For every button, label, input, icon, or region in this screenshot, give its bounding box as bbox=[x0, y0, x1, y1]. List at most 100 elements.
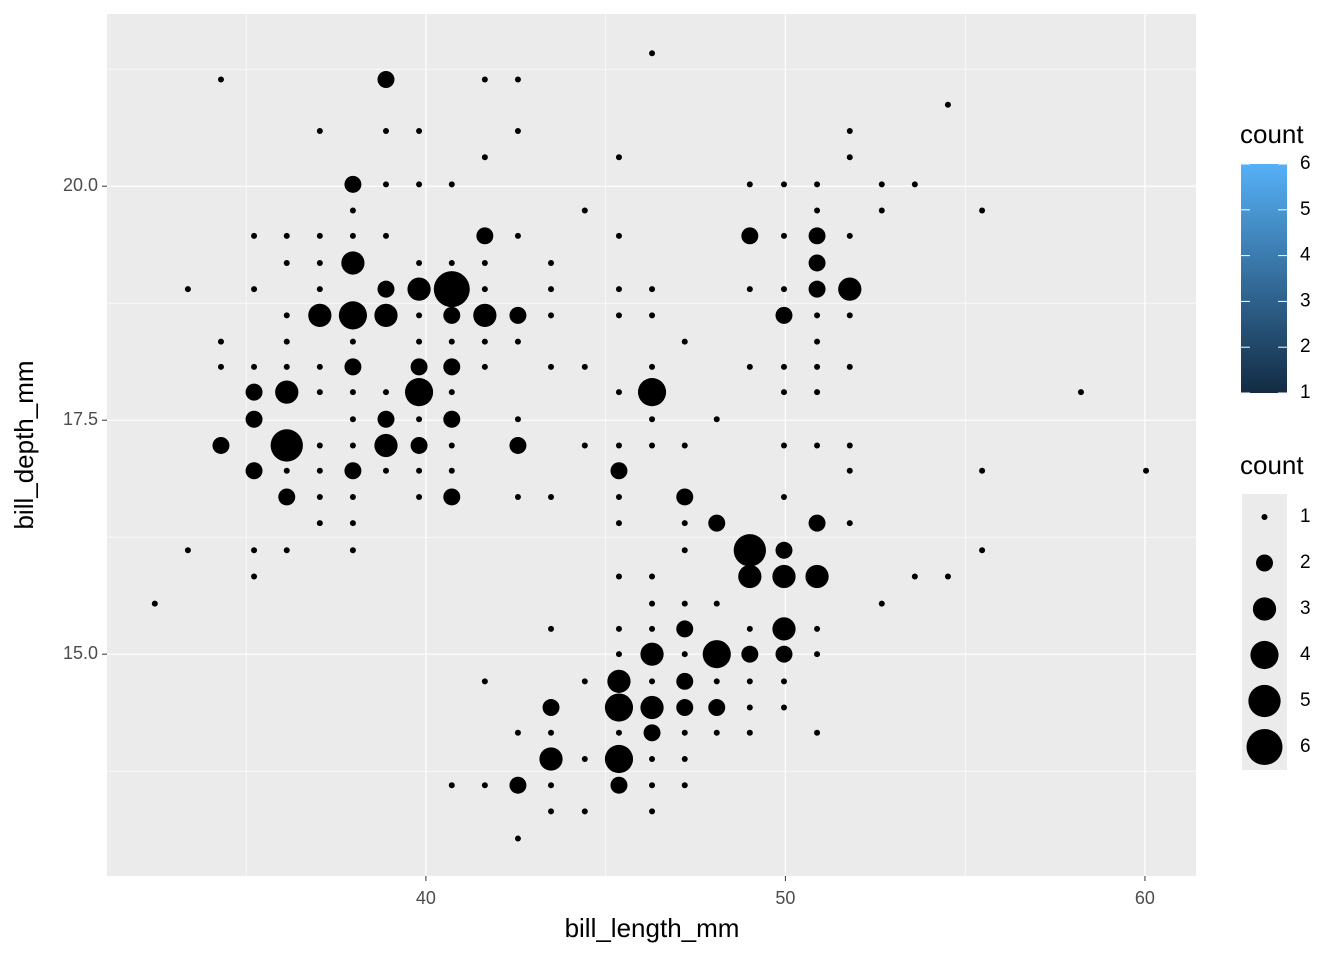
x-axis-title: bill_length_mm bbox=[565, 913, 740, 943]
point bbox=[814, 363, 821, 370]
point bbox=[846, 154, 853, 161]
point bbox=[433, 271, 470, 308]
point bbox=[649, 416, 656, 423]
point bbox=[283, 363, 290, 370]
point bbox=[681, 547, 688, 554]
point bbox=[245, 383, 263, 401]
point bbox=[349, 547, 356, 554]
point bbox=[911, 573, 918, 580]
point bbox=[676, 672, 694, 690]
point bbox=[979, 467, 986, 474]
point bbox=[746, 286, 753, 293]
x-tick-label: 50 bbox=[775, 888, 795, 908]
point bbox=[448, 467, 455, 474]
point bbox=[581, 442, 588, 449]
point bbox=[404, 378, 434, 407]
point bbox=[780, 493, 787, 500]
point bbox=[514, 232, 521, 239]
color-bar-label: 1 bbox=[1300, 382, 1311, 403]
point bbox=[514, 493, 521, 500]
point bbox=[283, 259, 290, 266]
point bbox=[514, 338, 521, 345]
size-legend-label: 3 bbox=[1300, 598, 1311, 619]
point bbox=[308, 303, 332, 327]
point bbox=[481, 363, 488, 370]
point bbox=[514, 416, 521, 423]
point bbox=[775, 541, 793, 559]
point bbox=[581, 678, 588, 685]
point bbox=[416, 338, 423, 345]
size-legend-label: 2 bbox=[1300, 552, 1311, 573]
point bbox=[649, 625, 656, 632]
point bbox=[481, 338, 488, 345]
point bbox=[708, 699, 726, 717]
size-legend-key bbox=[1246, 729, 1283, 765]
point bbox=[374, 303, 398, 327]
size-legend-key bbox=[1248, 684, 1281, 718]
point bbox=[349, 207, 356, 214]
point bbox=[615, 389, 622, 396]
point bbox=[581, 756, 588, 763]
x-tick-label: 60 bbox=[1135, 888, 1155, 908]
point bbox=[775, 306, 793, 324]
size-legend-keys bbox=[1242, 494, 1287, 770]
color-legend-title: count bbox=[1240, 119, 1304, 149]
point bbox=[911, 181, 918, 188]
size-legend-key bbox=[1250, 640, 1279, 670]
point bbox=[416, 259, 423, 266]
point bbox=[746, 729, 753, 736]
point bbox=[681, 651, 688, 658]
point bbox=[316, 363, 323, 370]
point bbox=[217, 363, 224, 370]
point bbox=[382, 181, 389, 188]
point bbox=[814, 729, 821, 736]
point bbox=[615, 651, 622, 658]
point bbox=[251, 232, 258, 239]
point bbox=[649, 678, 656, 685]
y-tick-label: 15.0 bbox=[63, 643, 98, 663]
point bbox=[481, 259, 488, 266]
point bbox=[410, 436, 428, 454]
point bbox=[615, 573, 622, 580]
point bbox=[473, 303, 497, 327]
point bbox=[814, 625, 821, 632]
point bbox=[780, 286, 787, 293]
point bbox=[649, 312, 656, 319]
point bbox=[509, 776, 527, 794]
point bbox=[581, 207, 588, 214]
point bbox=[382, 232, 389, 239]
point bbox=[251, 363, 258, 370]
point bbox=[481, 154, 488, 161]
point bbox=[814, 338, 821, 345]
point bbox=[476, 227, 494, 245]
point bbox=[814, 207, 821, 214]
point bbox=[245, 410, 263, 428]
point bbox=[382, 467, 389, 474]
point bbox=[349, 338, 356, 345]
point bbox=[649, 573, 656, 580]
point bbox=[377, 71, 395, 89]
point bbox=[270, 429, 303, 462]
point bbox=[838, 277, 862, 301]
point bbox=[481, 782, 488, 789]
point bbox=[349, 416, 356, 423]
point bbox=[217, 338, 224, 345]
point bbox=[448, 389, 455, 396]
point bbox=[738, 564, 762, 589]
point bbox=[344, 175, 362, 193]
point bbox=[245, 462, 263, 480]
point bbox=[316, 127, 323, 134]
point bbox=[681, 756, 688, 763]
point bbox=[382, 127, 389, 134]
point bbox=[212, 436, 230, 454]
point bbox=[548, 729, 555, 736]
point bbox=[581, 808, 588, 815]
point bbox=[808, 227, 826, 245]
point bbox=[780, 704, 787, 711]
size-legend-key bbox=[1261, 514, 1268, 520]
size-legend-label: 5 bbox=[1300, 690, 1311, 711]
point bbox=[548, 312, 555, 319]
point bbox=[846, 467, 853, 474]
point bbox=[746, 678, 753, 685]
point bbox=[316, 389, 323, 396]
